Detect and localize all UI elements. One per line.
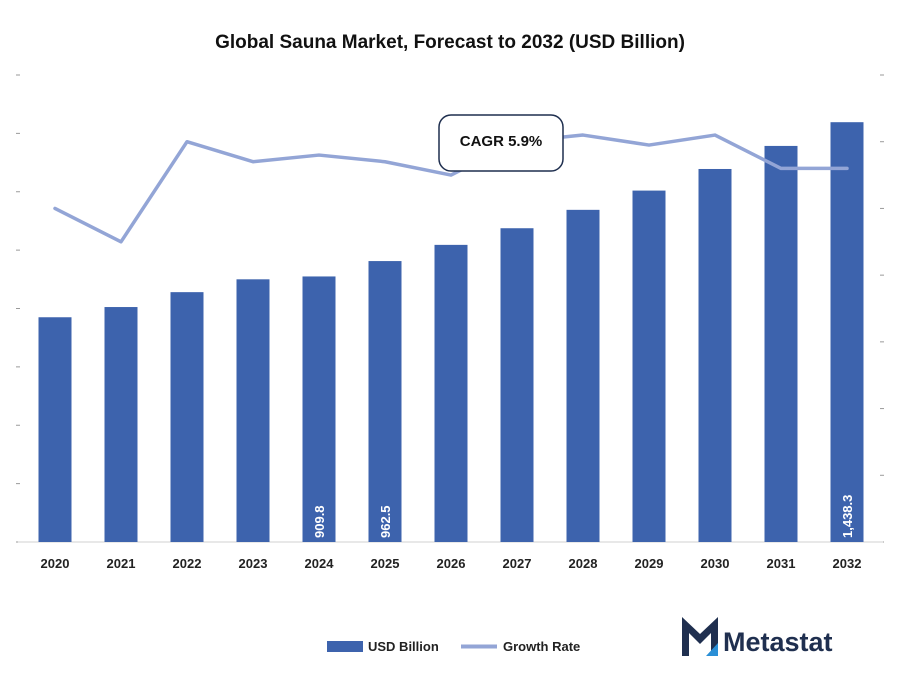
bar-2027 (500, 228, 534, 542)
brand-name-text: Metastat (723, 627, 833, 657)
x-tick-label-2024: 2024 (305, 556, 335, 571)
x-tick-label-2027: 2027 (503, 556, 532, 571)
bar-data-label-2024: 909.8 (312, 505, 327, 538)
bar-series (38, 122, 864, 542)
bar-data-label-2025: 962.5 (378, 505, 393, 538)
x-tick-label-2028: 2028 (569, 556, 598, 571)
brand-name: Metastat (723, 627, 833, 657)
bar-2026 (434, 244, 468, 542)
x-tick-label-2025: 2025 (371, 556, 400, 571)
cagr-box (438, 114, 564, 172)
x-axis-ticks: 2020 2021 2022 2023 2024 2025 2026 2027 2028 2029… (41, 556, 862, 571)
x-tick-label-2026: 2026 (437, 556, 466, 571)
metastat-m-logo-icon (682, 617, 718, 656)
chart-title: Global Sauna Market, Forecast to 2032 (U… (215, 32, 685, 53)
x-tick-label-2023: 2023 (239, 556, 268, 571)
bar-2025 (368, 261, 402, 542)
legend-label-usd-billion: USD Billion (368, 639, 439, 654)
x-tick-label-2031: 2031 (767, 556, 796, 571)
bar-data-labels: 909.8 962.5 1,438.3 (312, 495, 855, 538)
x-tick-label-2029: 2029 (635, 556, 664, 571)
metastat-brand: Metastat (682, 617, 833, 657)
left-y-axis (16, 74, 20, 543)
right-y-axis (880, 74, 884, 543)
x-tick-label-2032: 2032 (833, 556, 862, 571)
bar-data-label-2032: 1,438.3 (840, 495, 855, 538)
bar-2032 (830, 122, 864, 542)
bar-2021 (104, 307, 138, 542)
bar-2028 (566, 209, 600, 542)
bar-2020 (38, 317, 72, 542)
bar-2022 (170, 292, 204, 542)
x-tick-label-2022: 2022 (173, 556, 202, 571)
legend: USD Billion Growth Rate (327, 639, 580, 654)
growth-rate-series (53, 133, 849, 244)
x-tick-label-2030: 2030 (701, 556, 730, 571)
bar-2023 (236, 279, 270, 542)
cagr-callout: CAGR 5.9% (438, 114, 564, 172)
bar-2030 (698, 168, 732, 542)
bar-2031 (764, 145, 798, 542)
x-tick-label-2020: 2020 (41, 556, 70, 571)
legend-label-growth-rate: Growth Rate (503, 639, 580, 654)
cagr-label: CAGR 5.9% (460, 133, 543, 150)
legend-swatch-usd-billion (327, 641, 363, 652)
bar-2029 (632, 190, 666, 542)
x-tick-label-2021: 2021 (107, 556, 136, 571)
bar-2024 (302, 276, 336, 542)
